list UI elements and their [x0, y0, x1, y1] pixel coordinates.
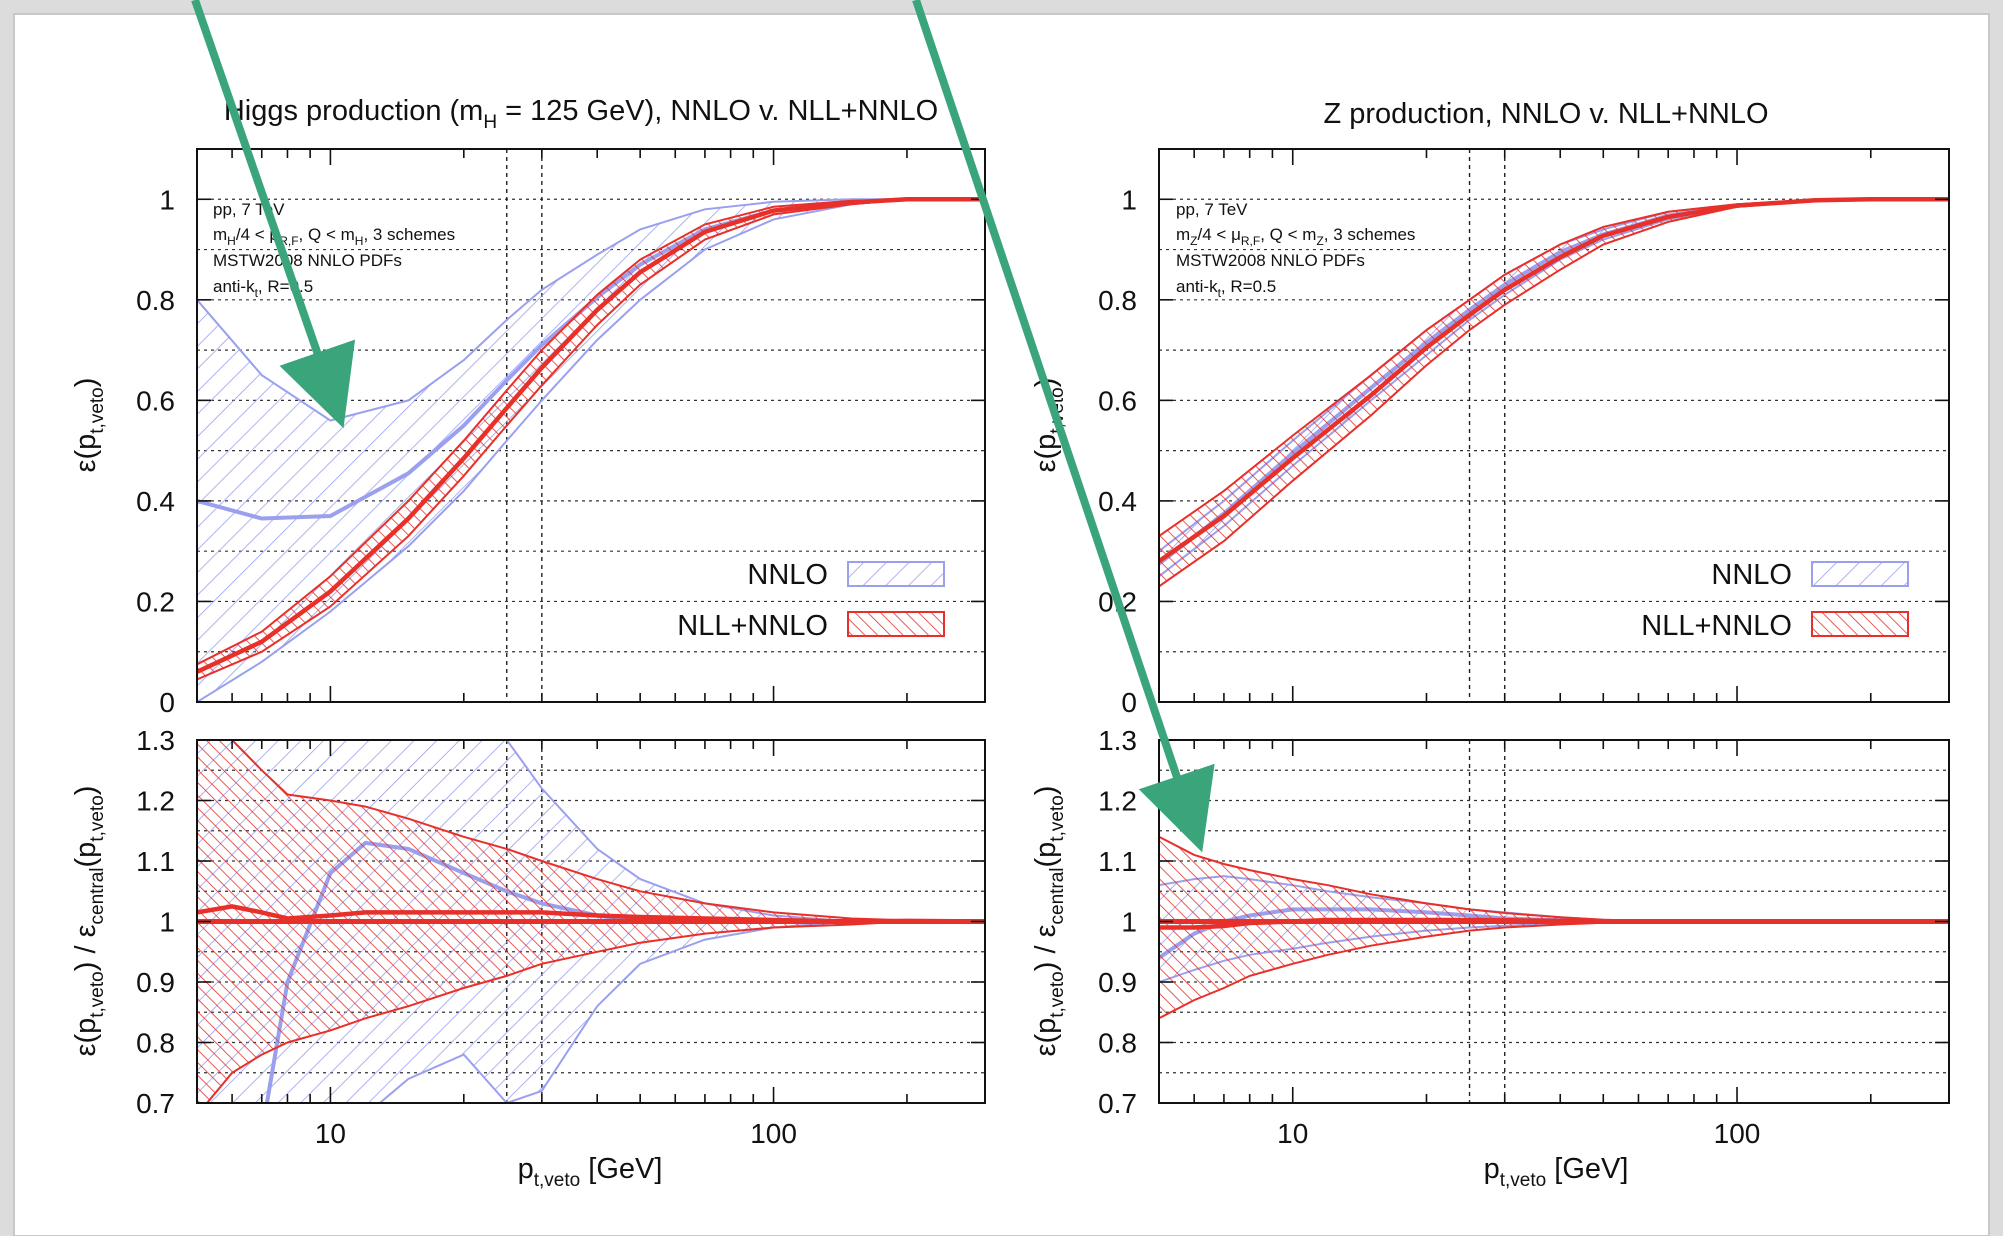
panel-title-higgs: Higgs production (mH = 125 GeV), NNLO v.… — [224, 95, 938, 133]
annotation-arrow-higgs — [191, 0, 356, 429]
y-tick-label: 1.3 — [136, 725, 175, 756]
legend-label-nnlo: NNLO — [747, 559, 828, 591]
y-tick-label: 1.2 — [1098, 786, 1137, 817]
plot-area — [196, 739, 986, 1104]
y-tick-labels: 0.7 0.8 0.9 1 1.1 1.2 1.3 — [136, 725, 175, 1119]
y-tick-label: 0.4 — [1098, 486, 1137, 517]
info-text: pp, 7 TeV mZ/4 < μR,F, Q < mZ, 3 schemes… — [1176, 200, 1415, 300]
plot-area — [1158, 149, 1950, 703]
plot-content — [1159, 740, 1949, 1103]
plot-z-top: 00.20.40.60.81 pp, 7 TeV mZ/4 < μR,F, Q … — [1030, 148, 1950, 718]
x-tick-labels: 10 100 — [1277, 1118, 1760, 1149]
y-tick-label: 1.3 — [1098, 725, 1137, 756]
info-line-3: MSTW2008 NNLO PDFs — [1176, 251, 1365, 270]
legend-label-nllnnlo: NLL+NNLO — [1641, 610, 1792, 642]
y-tick-label: 0.9 — [1098, 967, 1137, 998]
annotation-arrow-z — [912, 0, 1215, 853]
info-line-1: pp, 7 TeV — [213, 200, 285, 219]
x-axis-label: pt,veto [GeV] — [518, 1153, 663, 1191]
y-tick-label: 1 — [1121, 907, 1137, 938]
y-tick-label: 1.1 — [1098, 846, 1137, 877]
x-tick-label: 100 — [1714, 1118, 1761, 1149]
annotation-arrows — [191, 0, 1215, 853]
panel-title-z: Z production, NNLO v. NLL+NNLO — [1323, 98, 1768, 130]
y-tick-label: 0.8 — [1098, 1028, 1137, 1059]
legend-label-nnlo: NNLO — [1711, 559, 1792, 591]
central-line-nllnnlo — [197, 197, 985, 674]
plot-frame — [196, 148, 986, 703]
x-tick-labels: 10 100 — [315, 1118, 797, 1149]
y-tick-label: 0.9 — [136, 967, 175, 998]
x-tick-label: 100 — [750, 1118, 797, 1149]
info-line-4: anti-kt, R=0.5 — [1176, 277, 1276, 300]
x-axis-label: pt,veto [GeV] — [1484, 1153, 1629, 1191]
legend: NNLO NLL+NNLO — [677, 559, 945, 642]
y-tick-labels: 0.7 0.8 0.9 1 1.1 1.2 1.3 — [1098, 725, 1137, 1119]
legend-swatch-nnlo — [847, 561, 945, 587]
y-tick-label: 1.1 — [136, 846, 175, 877]
y-tick-label: 0.6 — [136, 385, 175, 416]
legend-label-nllnnlo: NLL+NNLO — [677, 610, 828, 642]
info-line-3: MSTW2008 NNLO PDFs — [213, 251, 402, 270]
plot-content — [1159, 149, 1949, 702]
y-tick-label: 0.8 — [1098, 285, 1137, 316]
central-line-nllnnlo — [1159, 197, 1949, 564]
plot-frame — [196, 739, 986, 1104]
plot-content — [197, 740, 985, 1103]
y-tick-label: 0 — [159, 687, 175, 718]
plot-higgs-bottom: 0.7 0.8 0.9 1 1.1 1.2 1.3 10 100 ε(pt,veto) / ε… — [70, 725, 986, 1191]
y-tick-label: 0.4 — [136, 486, 175, 517]
y-tick-label: 0.6 — [1098, 385, 1137, 416]
legend-swatch-nllnnlo — [847, 611, 945, 637]
x-tick-label: 10 — [1277, 1118, 1308, 1149]
y-tick-label: 1 — [159, 184, 175, 215]
plot-area — [196, 149, 986, 703]
plot-frame — [1158, 148, 1950, 703]
plot-higgs-top: 00.20.40.60.81 pp, 7 TeV mH/4 < μR,F, Q … — [70, 148, 986, 718]
y-tick-label: 0 — [1121, 687, 1137, 718]
plot-content — [197, 149, 985, 702]
info-line-1: pp, 7 TeV — [1176, 200, 1248, 219]
y-tick-label: 1.2 — [136, 786, 175, 817]
x-tick-label: 10 — [315, 1118, 346, 1149]
y-tick-labels: 00.20.40.60.81 — [1098, 184, 1137, 718]
y-tick-label: 0.7 — [1098, 1088, 1137, 1119]
plot-frame — [1158, 739, 1950, 1104]
legend-swatch-nllnnlo — [1811, 611, 1909, 637]
legend-swatch-nnlo — [1811, 561, 1909, 587]
y-tick-label: 0.8 — [136, 285, 175, 316]
plot-area — [1158, 739, 1950, 1104]
y-tick-label: 1 — [1121, 184, 1137, 215]
y-tick-label: 0.2 — [136, 586, 175, 617]
y-tick-label: 0.8 — [136, 1028, 175, 1059]
legend: NNLO NLL+NNLO — [1641, 559, 1909, 642]
y-tick-labels: 0 0.2 0.4 0.6 0.8 1 — [136, 184, 175, 718]
y-tick-label: 0.7 — [136, 1088, 175, 1119]
info-line-2: mZ/4 < μR,F, Q < mZ, 3 schemes — [1176, 225, 1415, 248]
y-tick-label: 1 — [159, 907, 175, 938]
y-axis-label: ε(pt,veto) / εcentral(pt,veto) — [70, 786, 108, 1057]
